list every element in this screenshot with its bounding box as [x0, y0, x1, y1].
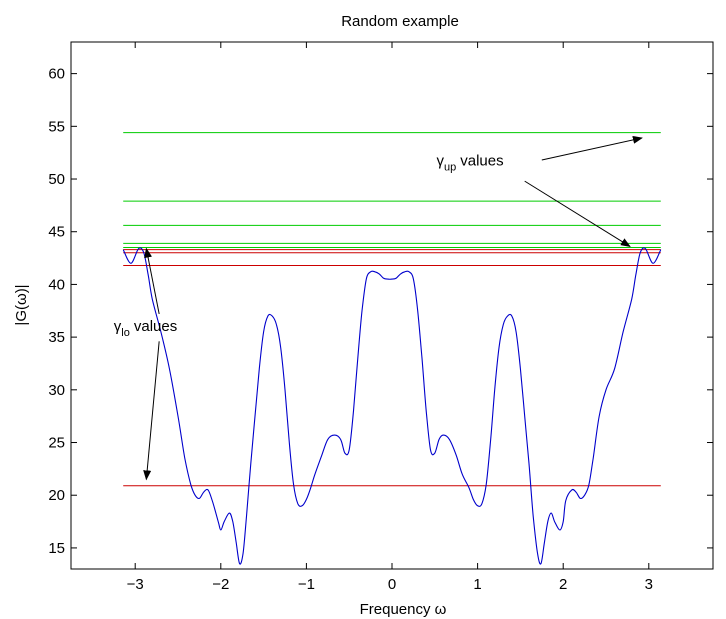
plot-frame	[70, 41, 714, 570]
y-axis-label: |G(ω)|	[13, 284, 30, 325]
y-tick-label: 35	[48, 329, 65, 346]
x-tick-label: −2	[212, 576, 229, 593]
y-tick-label: 45	[48, 224, 65, 241]
x-tick-label: −3	[127, 576, 144, 593]
annotations: γup values γlo values	[114, 135, 643, 481]
annotation-arrow-lo-1	[143, 341, 160, 481]
y-tick-label: 20	[48, 487, 65, 504]
y-tick-label: 40	[48, 276, 65, 293]
x-tick-label: 2	[559, 576, 567, 593]
x-axis-ticks: −3 −2 −1 0 1 2 3	[127, 42, 653, 593]
gain-curve-0	[122, 247, 662, 565]
y-tick-label: 30	[48, 382, 65, 399]
x-tick-label: 1	[473, 576, 481, 593]
annotation-label-lo: γlo values	[114, 318, 177, 339]
annotation-arrow-lo-0	[144, 247, 160, 315]
y-axis-ticks: 15 20 25 30 35 40 45 50 55 60	[48, 66, 713, 557]
chart-title: Random example	[341, 13, 459, 30]
annotation-label-up: γup values	[437, 152, 504, 173]
reference-lines	[123, 132, 661, 487]
data-series	[122, 247, 662, 565]
annotation-arrow-up-1	[524, 180, 631, 248]
y-tick-label: 60	[48, 66, 65, 83]
y-tick-label: 25	[48, 435, 65, 452]
y-tick-label: 15	[48, 540, 65, 557]
y-tick-label: 55	[48, 118, 65, 135]
x-tick-label: 0	[388, 576, 396, 593]
y-tick-label: 50	[48, 171, 65, 188]
x-tick-label: 3	[645, 576, 653, 593]
annotation-arrow-up-0	[541, 135, 643, 161]
x-axis-label: Frequency ω	[360, 601, 447, 618]
x-tick-label: −1	[298, 576, 315, 593]
